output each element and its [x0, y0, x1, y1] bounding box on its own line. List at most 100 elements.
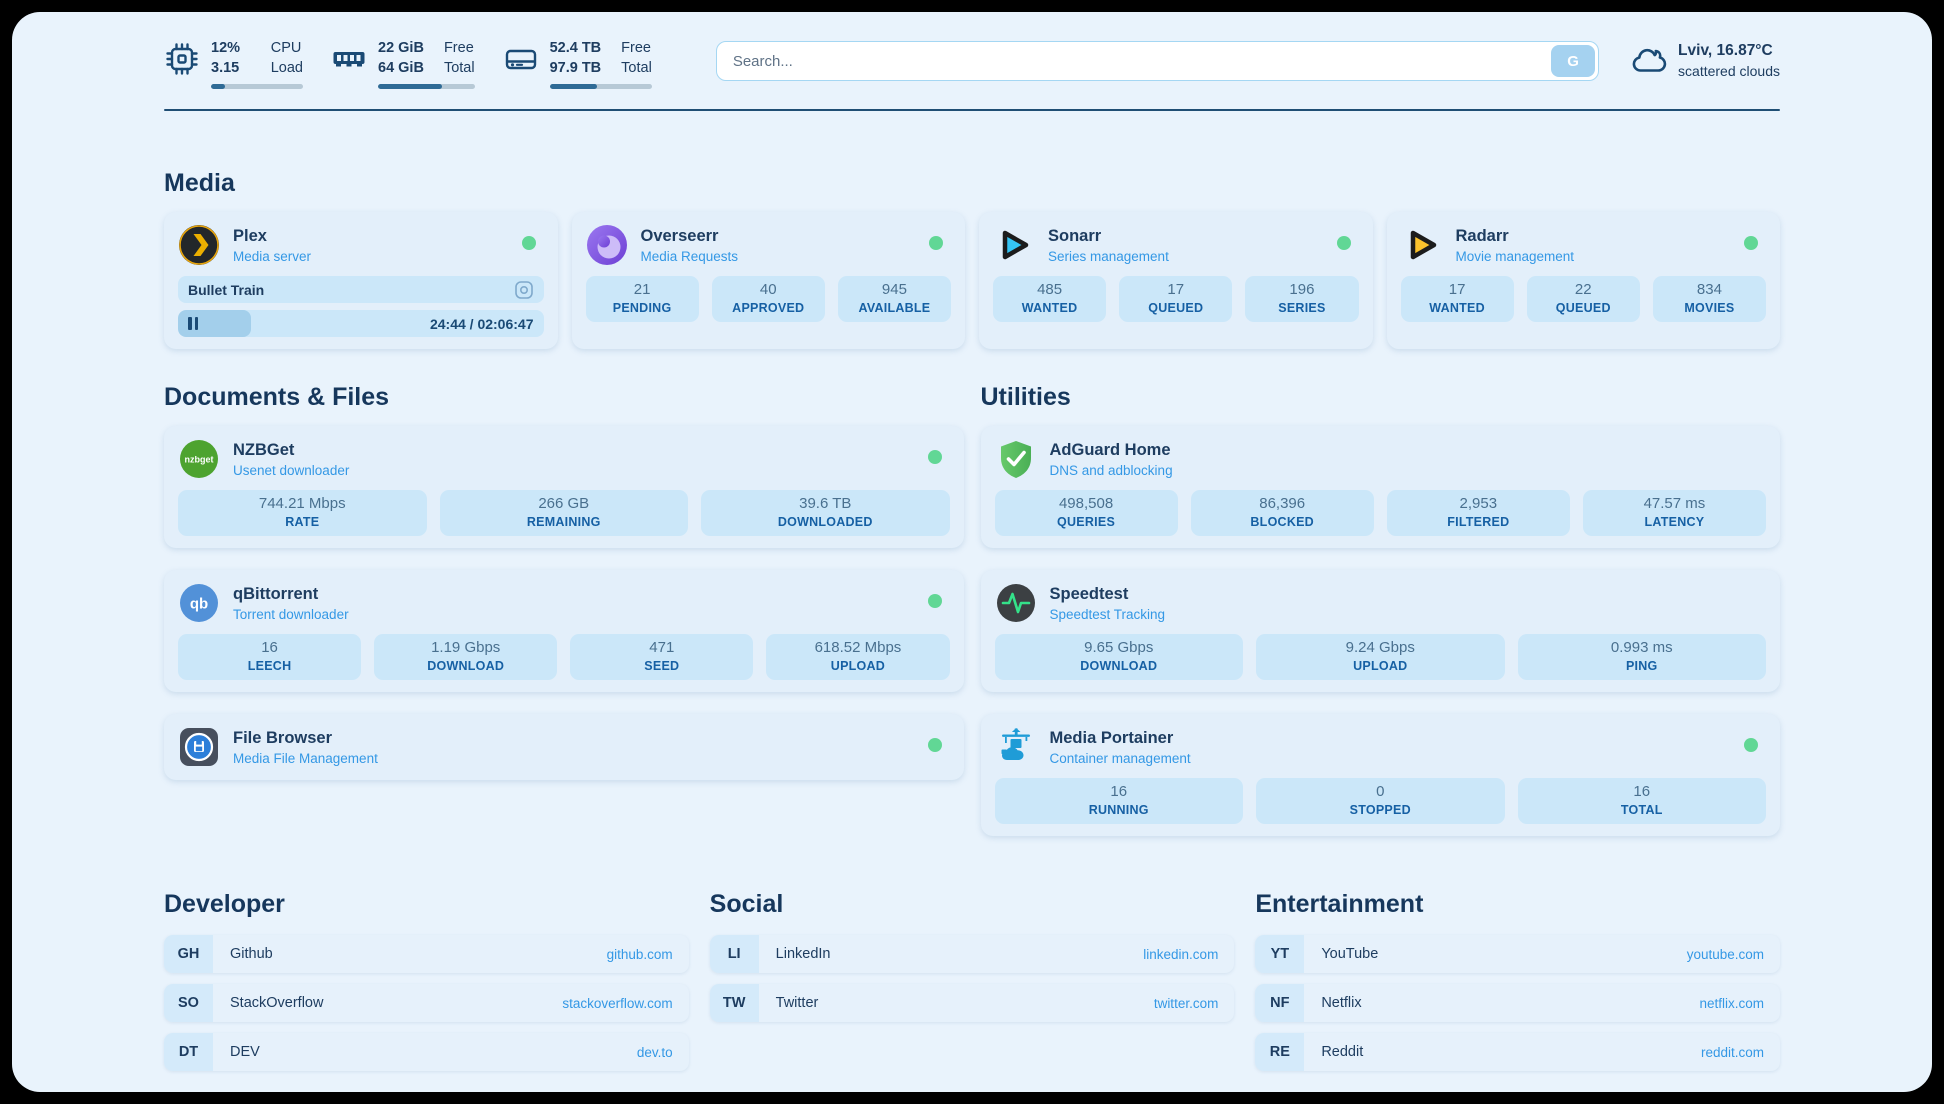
section-documents-files: Documents & Files nzbget NZBGet Usenet d…	[164, 383, 964, 780]
disk-stat: 52.4 TB 97.9 TB Free Total	[503, 38, 652, 89]
qbittorrent-stat-seed: 471 SEED	[570, 634, 754, 680]
radarr-name: Radarr	[1455, 226, 1509, 245]
disk-free-value: 52.4 TB	[549, 40, 602, 56]
svg-text:nzbget: nzbget	[185, 455, 214, 465]
ram-progress-bar	[378, 84, 475, 89]
radarr-stat-movies: 834 MOVIES	[1652, 276, 1767, 322]
ram-free-value: 22 GiB	[378, 40, 424, 56]
search-button[interactable]: G	[1551, 45, 1596, 77]
github-badge: GH	[164, 935, 213, 973]
adguard-icon	[1000, 441, 1031, 478]
adguard-stat-filtered: 2,953 FILTERED	[1386, 490, 1570, 536]
qbittorrent-stat-leech: 16 LEECH	[178, 634, 362, 680]
qbittorrent-stat-upload: 618.52 Mbps UPLOAD	[766, 634, 950, 680]
adguard-name: AdGuard Home	[1049, 440, 1171, 459]
search-input[interactable]	[715, 41, 1600, 81]
link-row-linkedin[interactable]: LI LinkedIn linkedin.com	[709, 935, 1235, 973]
overseerr-card[interactable]: Overseerr Media Requests 21 PENDING 40 A…	[571, 212, 965, 349]
overseerr-stat-pending: 21 PENDING	[585, 276, 699, 322]
speedtest-name: Speedtest	[1049, 584, 1129, 603]
social-section-title: Social	[709, 890, 784, 918]
portainer-icon	[1001, 728, 1030, 760]
nzbget-icon: nzbget	[180, 440, 218, 478]
filebrowser-status-dot	[927, 738, 942, 752]
header-divider	[164, 109, 1780, 111]
link-row-youtube[interactable]: YT YouTube youtube.com	[1255, 935, 1780, 973]
disk-label-1: Free	[621, 40, 651, 56]
sonarr-name: Sonarr	[1048, 226, 1102, 245]
overseerr-status-dot	[929, 236, 943, 250]
section-social: Social LI LinkedIn linkedin.com TW Twitt…	[709, 890, 1235, 1082]
plex-subtitle: Media server	[233, 248, 312, 264]
link-row-stackoverflow[interactable]: SO StackOverflow stackoverflow.com	[164, 984, 689, 1022]
adguard-card[interactable]: AdGuard Home DNS and adblocking 498,508 …	[980, 426, 1780, 548]
radarr-status-dot	[1744, 236, 1758, 250]
section-utilities: Utilities AdGuard Home DNS and adblockin…	[980, 383, 1780, 836]
plex-card[interactable]: Plex Media server Bullet Train 24:44 / 0…	[164, 212, 558, 349]
documents-section-title: Documents & Files	[164, 383, 390, 411]
ram-icon	[333, 52, 365, 67]
dev-badge: DT	[164, 1033, 213, 1071]
filebrowser-subtitle: Media File Management	[233, 750, 378, 766]
cpu-stat: 12% 3.15 CPU Load	[164, 38, 303, 89]
weather-widget: Lviv, 16.87°C scattered clouds	[1629, 42, 1780, 79]
radarr-stat-wanted: 17 WANTED	[1400, 276, 1514, 322]
adguard-stat-latency: 47.57 ms LATENCY	[1582, 490, 1766, 536]
link-row-github[interactable]: GH Github github.com	[164, 935, 689, 973]
cpu-load-value: 3.15	[211, 60, 240, 76]
reddit-badge: RE	[1255, 1033, 1305, 1071]
nzbget-stat-rate: 744.21 Mbps RATE	[178, 490, 427, 536]
playback-progress-bar[interactable]: 24:44 / 02:06:47	[178, 310, 544, 337]
disk-label-2: Total	[621, 60, 652, 76]
section-entertainment: Entertainment YT YouTube youtube.com NF …	[1255, 890, 1780, 1082]
qbittorrent-name: qBittorrent	[233, 584, 319, 603]
speedtest-card[interactable]: Speedtest Speedtest Tracking 9.65 Gbps D…	[980, 570, 1780, 692]
qbittorrent-card[interactable]: qb qBittorrent Torrent downloader 16 LEE…	[164, 570, 964, 692]
adguard-stat-queries: 498,508 QUERIES	[994, 490, 1178, 536]
link-row-reddit[interactable]: RE Reddit reddit.com	[1255, 1033, 1780, 1071]
speedtest-stat-ping: 0.993 ms PING	[1517, 634, 1766, 680]
sonarr-card[interactable]: Sonarr Series management 485 WANTED 17 Q…	[979, 212, 1373, 349]
cpu-progress-bar	[211, 84, 303, 89]
utilities-section-title: Utilities	[980, 383, 1071, 411]
sonarr-icon	[1002, 230, 1029, 260]
overseerr-name: Overseerr	[640, 226, 719, 245]
nzbget-card[interactable]: nzbget NZBGet Usenet downloader 744.21 M…	[164, 426, 964, 548]
ram-label-2: Total	[443, 60, 475, 76]
nzbget-stat-downloaded: 39.6 TB DOWNLOADED	[701, 490, 950, 536]
link-row-twitter[interactable]: TW Twitter twitter.com	[709, 984, 1235, 1022]
sonarr-stat-series: 196 SERIES	[1245, 276, 1359, 322]
pause-icon[interactable]	[188, 317, 198, 330]
radarr-card[interactable]: Radarr Movie management 17 WANTED 22 QUE…	[1386, 212, 1780, 349]
weather-condition: scattered clouds	[1678, 63, 1780, 79]
youtube-badge: YT	[1255, 935, 1305, 973]
weather-location-temp: Lviv, 16.87°C	[1678, 42, 1773, 59]
portainer-card[interactable]: Media Portainer Container management 16 …	[980, 714, 1780, 836]
link-row-netflix[interactable]: NF Netflix netflix.com	[1255, 984, 1780, 1022]
radarr-subtitle: Movie management	[1455, 248, 1575, 264]
speedtest-stat-upload: 9.24 Gbps UPLOAD	[1256, 634, 1505, 680]
qbittorrent-subtitle: Torrent downloader	[233, 606, 349, 622]
link-row-dev[interactable]: DT DEV dev.to	[164, 1033, 689, 1071]
radarr-icon	[1410, 230, 1436, 260]
linkedin-badge: LI	[709, 935, 759, 973]
portainer-subtitle: Container management	[1049, 750, 1191, 766]
portainer-stat-running: 16 RUNNING	[994, 778, 1243, 824]
ram-stat: 22 GiB 64 GiB Free Total	[331, 38, 475, 89]
portainer-stat-total: 16 TOTAL	[1517, 778, 1766, 824]
sonarr-stat-wanted: 485 WANTED	[993, 276, 1107, 322]
disk-icon	[505, 49, 536, 70]
ram-total-value: 64 GiB	[378, 60, 424, 76]
plex-icon	[179, 225, 219, 265]
speedtest-icon	[996, 584, 1035, 622]
media-disc-icon[interactable]	[514, 280, 534, 300]
section-media: Media Plex Media server Bul	[164, 169, 1780, 349]
radarr-stat-queued: 22 QUEUED	[1526, 276, 1640, 322]
now-playing-bar: Bullet Train	[178, 276, 544, 303]
cpu-label-2: Load	[270, 60, 303, 76]
developer-section-title: Developer	[164, 890, 285, 918]
filebrowser-name: File Browser	[233, 728, 333, 747]
speedtest-stat-download: 9.65 Gbps DOWNLOAD	[994, 634, 1243, 680]
now-playing-title: Bullet Train	[188, 281, 265, 298]
filebrowser-card[interactable]: File Browser Media File Management	[164, 714, 964, 780]
